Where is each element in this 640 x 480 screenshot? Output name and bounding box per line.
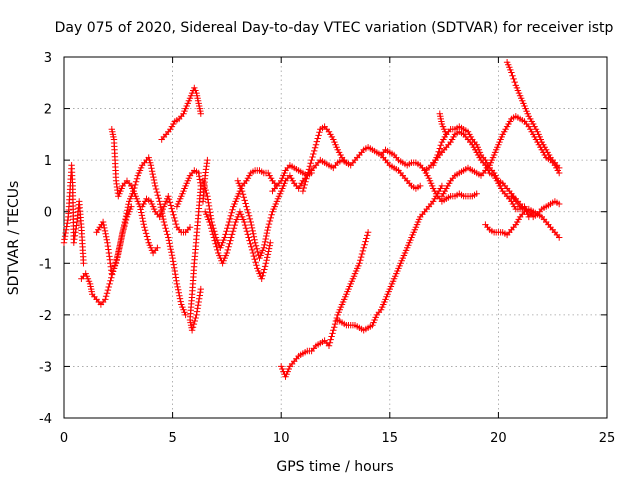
series-line bbox=[424, 131, 534, 218]
series-markers bbox=[299, 123, 350, 195]
series-markers bbox=[173, 167, 204, 334]
y-tick-label: 0 bbox=[44, 206, 52, 221]
x-tick-label: 25 bbox=[599, 431, 616, 446]
x-tick-label: 0 bbox=[60, 431, 68, 446]
series-trace-21 bbox=[508, 193, 563, 241]
x-tick-label: 5 bbox=[168, 431, 176, 446]
series-markers bbox=[377, 146, 480, 205]
series-markers bbox=[202, 208, 274, 282]
series-markers bbox=[269, 144, 424, 195]
series-markers bbox=[93, 154, 189, 319]
chart-title: Day 075 of 2020, Sidereal Day-to-day VTE… bbox=[55, 20, 614, 36]
series-markers bbox=[278, 229, 372, 380]
y-tick-label: -4 bbox=[39, 412, 52, 427]
y-tick-label: -1 bbox=[39, 257, 52, 272]
series-trace-12 bbox=[278, 229, 372, 380]
series-trace-23 bbox=[199, 156, 211, 205]
series-markers bbox=[334, 182, 446, 334]
series-trace-3 bbox=[93, 154, 189, 319]
series-trace-15 bbox=[377, 146, 480, 205]
series-trace-1 bbox=[60, 162, 87, 267]
data-series bbox=[60, 59, 563, 380]
series-trace-11 bbox=[269, 144, 424, 195]
series-markers bbox=[234, 169, 315, 262]
series-trace-7 bbox=[173, 167, 204, 334]
series-trace-5 bbox=[139, 193, 194, 236]
x-tick-label: 15 bbox=[382, 431, 399, 446]
series-trace-14 bbox=[299, 123, 350, 195]
x-tick-label: 20 bbox=[490, 431, 507, 446]
series-line bbox=[506, 61, 560, 169]
series-trace-10 bbox=[234, 169, 315, 262]
series-markers bbox=[508, 193, 563, 241]
series-trace-4 bbox=[108, 126, 161, 257]
y-tick-label: -3 bbox=[39, 360, 52, 375]
y-tick-label: -2 bbox=[39, 309, 52, 324]
series-trace-6 bbox=[158, 84, 204, 143]
x-tick-label: 10 bbox=[273, 431, 290, 446]
y-tick-label: 3 bbox=[44, 51, 52, 66]
series-trace-13 bbox=[334, 182, 446, 334]
y-tick-label: 1 bbox=[44, 154, 52, 169]
x-axis-label: GPS time / hours bbox=[276, 459, 393, 475]
series-markers bbox=[139, 193, 194, 236]
series-markers bbox=[158, 84, 204, 143]
series-trace-19 bbox=[503, 59, 563, 172]
series-line bbox=[432, 125, 526, 210]
series-markers bbox=[503, 59, 563, 172]
series-markers bbox=[438, 113, 563, 200]
series-markers bbox=[108, 126, 161, 257]
series-markers bbox=[436, 110, 450, 138]
series-line bbox=[280, 231, 369, 378]
series-markers bbox=[199, 156, 211, 205]
series-markers bbox=[60, 162, 87, 267]
y-tick-label: 2 bbox=[44, 103, 52, 118]
series-trace-9 bbox=[202, 208, 274, 282]
y-axis-label: SDTVAR / TECUs bbox=[6, 181, 22, 296]
series-trace-18 bbox=[438, 113, 563, 200]
series-trace-22 bbox=[436, 110, 450, 138]
